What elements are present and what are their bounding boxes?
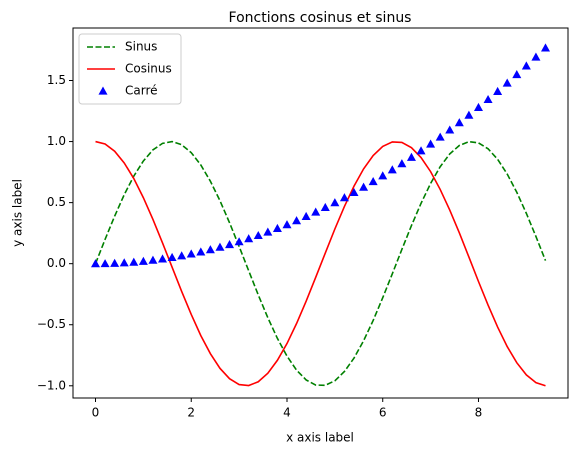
legend-label: Sinus — [125, 40, 157, 54]
legend-box — [78, 33, 182, 105]
marker — [292, 216, 302, 225]
legend-label: Cosinus — [125, 62, 172, 76]
marker — [512, 70, 522, 79]
x-tick-label: 0 — [92, 406, 100, 420]
marker — [138, 256, 148, 265]
marker — [435, 132, 445, 141]
marker — [272, 223, 282, 233]
marker — [493, 86, 503, 95]
chart-title: Fonctions cosinus et sinus — [229, 10, 412, 26]
marker — [416, 146, 426, 155]
y-tick-label: 0.0 — [47, 256, 66, 270]
legend-label: Carré — [125, 84, 158, 98]
marker — [320, 202, 330, 212]
axes-frame — [72, 27, 569, 399]
marker — [349, 187, 359, 197]
x-tick-label: 8 — [475, 406, 483, 420]
marker — [531, 52, 541, 61]
marker — [454, 118, 464, 127]
marker — [148, 255, 158, 264]
marker — [244, 234, 254, 243]
marker — [100, 259, 110, 268]
marker — [368, 177, 378, 186]
marker — [196, 247, 206, 256]
marker — [110, 258, 120, 267]
marker — [263, 227, 273, 236]
marker — [445, 125, 455, 134]
marker — [158, 254, 168, 263]
marker — [521, 61, 531, 70]
marker — [464, 110, 474, 119]
marker — [186, 249, 196, 258]
line — [94, 140, 547, 387]
marker — [387, 165, 397, 174]
marker — [426, 139, 436, 148]
marker — [253, 230, 263, 240]
legend-marker — [98, 86, 108, 95]
x-tick-label: 6 — [379, 406, 387, 420]
marker — [359, 182, 369, 191]
marker — [205, 245, 215, 254]
marker — [473, 102, 483, 111]
marker — [406, 152, 416, 161]
marker — [129, 257, 139, 266]
marker — [541, 43, 550, 52]
marker — [119, 258, 129, 267]
marker — [339, 193, 349, 202]
x-tick-label: 4 — [283, 406, 291, 420]
line — [95, 140, 546, 387]
y-tick-label: −0.5 — [37, 317, 66, 331]
x-axis-label: x axis label — [286, 431, 354, 445]
marker — [234, 237, 244, 246]
marker — [330, 198, 340, 207]
y-axis-label: y axis label — [11, 179, 25, 247]
marker — [91, 259, 100, 268]
marker — [483, 94, 493, 104]
marker — [502, 78, 512, 87]
marker — [177, 251, 187, 260]
y-tick-label: 1.5 — [47, 73, 66, 87]
marker — [282, 220, 292, 229]
marker — [167, 252, 177, 262]
marker — [397, 159, 407, 168]
marker — [311, 207, 321, 216]
y-tick-label: 1.0 — [47, 134, 66, 148]
y-tick-label: 0.5 — [47, 195, 66, 209]
marker — [225, 240, 235, 249]
x-tick-label: 2 — [187, 406, 195, 420]
marker — [378, 171, 388, 180]
marker — [215, 242, 225, 251]
marker — [301, 211, 311, 220]
y-tick-label: −1.0 — [37, 378, 66, 392]
